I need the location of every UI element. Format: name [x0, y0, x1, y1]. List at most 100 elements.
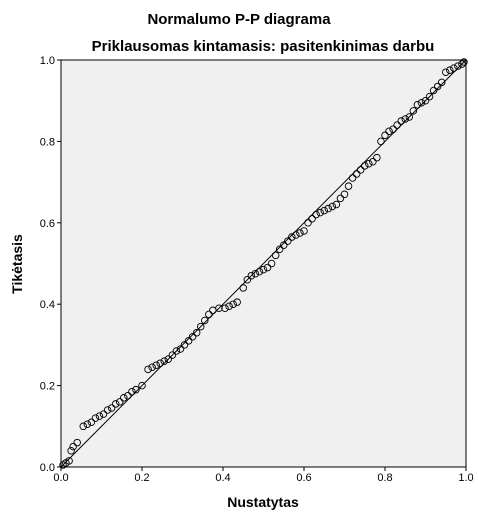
point [292, 231, 300, 239]
point [417, 98, 426, 107]
point [450, 64, 458, 72]
x-tick-label: 0.0 [53, 472, 68, 484]
point [144, 365, 152, 374]
point [188, 333, 197, 341]
point [120, 394, 128, 402]
chart-title: Normalumo P-P diagrama [147, 11, 331, 28]
point [184, 337, 193, 345]
point [115, 398, 124, 406]
point [138, 381, 146, 390]
point [124, 392, 132, 400]
point [446, 66, 454, 74]
point [304, 219, 312, 227]
y-axis-label: Tikėtasis [9, 234, 25, 294]
point [259, 265, 268, 274]
point [328, 202, 337, 211]
point [95, 412, 104, 420]
point [263, 263, 272, 272]
point [132, 385, 140, 394]
x-tick-label: 0.4 [215, 472, 230, 484]
point [160, 357, 169, 365]
point [377, 137, 385, 146]
point [332, 200, 341, 209]
point [389, 125, 397, 133]
point [196, 322, 205, 331]
point [87, 418, 96, 426]
point [152, 361, 160, 370]
point [454, 62, 462, 70]
y-tick-label: 1.0 [40, 55, 55, 67]
point [111, 400, 120, 408]
point [229, 300, 237, 308]
point [373, 153, 381, 162]
point [280, 241, 288, 249]
point [324, 204, 333, 213]
point [69, 442, 77, 451]
point [288, 233, 296, 241]
point [128, 387, 136, 396]
point [442, 68, 450, 76]
point [460, 58, 468, 66]
y-tick-label: 0.2 [40, 381, 55, 393]
point [312, 210, 320, 219]
y-tick-label: 0.6 [40, 218, 55, 230]
x-axis-label: Nustatytas [227, 494, 299, 510]
point [429, 86, 438, 95]
point [221, 304, 229, 313]
point [83, 420, 92, 429]
point [156, 359, 164, 367]
point [180, 341, 189, 349]
point [67, 446, 75, 455]
point [361, 162, 369, 170]
point [336, 194, 345, 203]
chart-subtitle: Priklausomas kintamasis: pasitenkinimas … [92, 38, 435, 55]
x-tick-label: 0.8 [377, 472, 392, 484]
point [107, 404, 116, 412]
point [425, 92, 434, 101]
point [300, 227, 308, 235]
point [65, 457, 73, 465]
point [192, 328, 201, 337]
y-tick-label: 0.8 [40, 136, 55, 148]
point [458, 60, 466, 68]
point [437, 78, 446, 87]
x-tick-label: 1.0 [458, 472, 473, 484]
point [91, 414, 100, 422]
point [168, 351, 177, 359]
point [308, 214, 316, 223]
point [225, 302, 233, 310]
point [433, 82, 442, 91]
point [148, 363, 156, 372]
point [348, 174, 357, 182]
point [284, 237, 292, 245]
point [251, 269, 260, 278]
point [164, 355, 173, 363]
y-tick-label: 0.0 [40, 462, 55, 474]
point [205, 310, 213, 319]
point [356, 166, 365, 174]
x-tick-label: 0.6 [296, 472, 311, 484]
point [421, 96, 430, 105]
point [369, 157, 377, 166]
point [215, 304, 223, 313]
point [79, 422, 88, 431]
point [344, 182, 353, 190]
point [409, 107, 418, 115]
point [340, 190, 349, 199]
point [381, 131, 389, 140]
point [99, 410, 108, 418]
point [413, 101, 422, 109]
point [239, 284, 247, 292]
point [393, 121, 401, 129]
point [320, 206, 329, 215]
point [271, 251, 280, 260]
point [352, 170, 361, 178]
y-tick-label: 0.4 [40, 299, 55, 311]
point [296, 229, 304, 237]
point [103, 406, 112, 414]
point [316, 208, 324, 217]
point [401, 115, 410, 123]
point [73, 438, 81, 447]
